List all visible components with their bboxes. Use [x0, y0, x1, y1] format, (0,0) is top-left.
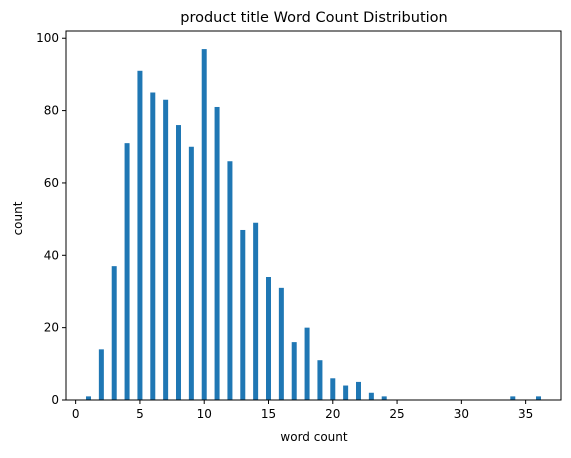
bar-4 [124, 143, 130, 400]
y-tick-label: 80 [44, 104, 59, 118]
bars-group [86, 49, 541, 401]
bar-19 [317, 360, 323, 400]
bar-3 [111, 266, 117, 400]
x-axis-label: word count [280, 430, 347, 444]
bar-22 [356, 381, 361, 400]
bar-5 [137, 70, 143, 400]
bar-18 [304, 327, 310, 400]
bar-16 [278, 287, 284, 400]
bar-8 [176, 125, 181, 400]
x-tick-label: 30 [454, 407, 469, 421]
chart-title: product title Word Count Distribution [180, 10, 447, 26]
bar-15 [266, 277, 271, 400]
bar-34 [510, 396, 516, 400]
y-tick-label: 20 [44, 321, 59, 335]
bar-1 [86, 396, 91, 400]
bar-12 [227, 161, 233, 400]
y-axis-label: count [11, 201, 25, 235]
y-tick-label: 100 [36, 31, 59, 45]
bar-9 [188, 146, 194, 400]
bar-20 [330, 378, 336, 400]
bar-36 [536, 396, 541, 400]
x-tick-label: 10 [197, 407, 212, 421]
y-tick-label: 60 [44, 176, 59, 190]
y-tick-label: 0 [51, 393, 59, 407]
x-tick-label: 35 [518, 407, 533, 421]
bar-7 [163, 99, 169, 401]
y-tick-label: 40 [44, 248, 59, 262]
bar-10 [201, 49, 207, 401]
plot-frame [65, 30, 562, 401]
x-tick-label: 5 [136, 407, 144, 421]
bar-24 [381, 396, 387, 400]
x-tick-label: 15 [261, 407, 276, 421]
bar-11 [214, 106, 220, 400]
bar-13 [240, 229, 246, 400]
bar-23 [368, 392, 374, 400]
x-tick-label: 20 [325, 407, 340, 421]
y-axis-ticks: 0 20 40 60 80 100 [36, 31, 66, 407]
bar-14 [253, 222, 259, 400]
x-tick-label: 0 [72, 407, 80, 421]
bar-21 [343, 385, 349, 400]
bar-17 [291, 342, 297, 400]
x-tick-label: 25 [389, 407, 404, 421]
bar-2 [98, 349, 104, 400]
x-axis-ticks: 0 5 10 15 20 25 30 35 [72, 400, 533, 421]
bar-6 [150, 92, 156, 400]
